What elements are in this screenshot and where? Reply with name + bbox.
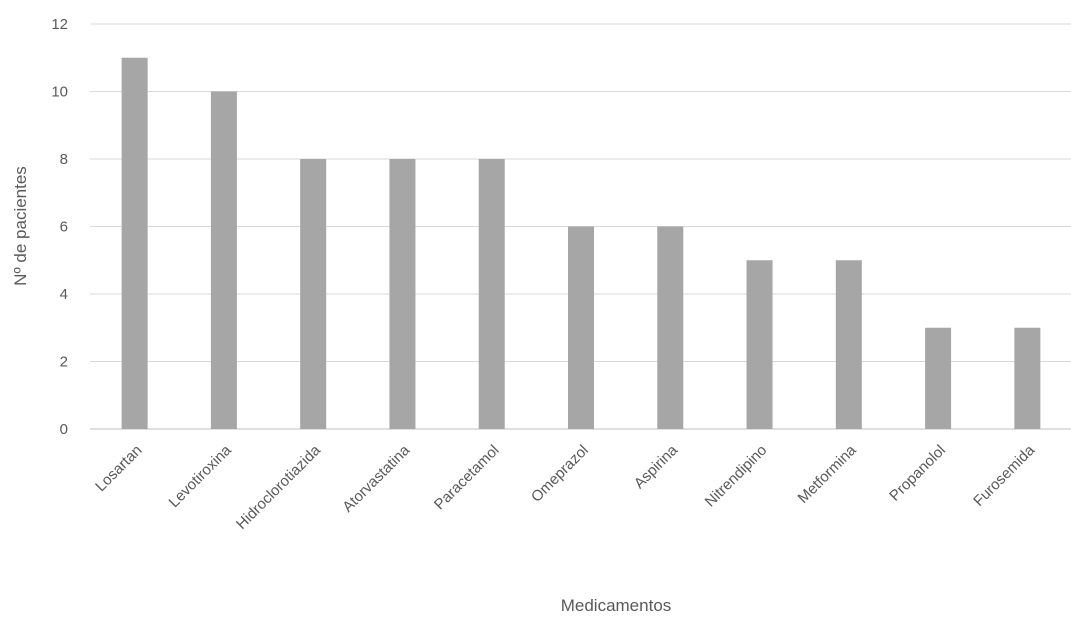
y-tick-label: 10 bbox=[51, 84, 68, 101]
y-axis-title: Nº de pacientes bbox=[11, 166, 30, 286]
x-tick-label: Atorvastatina bbox=[339, 441, 413, 515]
x-tick-label: Nitrendipino bbox=[702, 442, 771, 511]
x-axis-title: Medicamentos bbox=[561, 596, 672, 615]
y-tick-label: 2 bbox=[60, 354, 68, 371]
y-tick-label: 12 bbox=[51, 16, 68, 33]
x-tick-label: Losartan bbox=[92, 442, 145, 495]
y-tick-label: 4 bbox=[60, 286, 68, 303]
x-tick-label: Paracetamol bbox=[431, 442, 503, 514]
x-tick-label: Levotiroxina bbox=[166, 441, 236, 511]
bar-hidroclorotiazida bbox=[300, 159, 327, 429]
bar-omeprazol bbox=[568, 226, 594, 429]
y-tick-label: 6 bbox=[60, 219, 68, 236]
x-tick-label: Metformina bbox=[795, 441, 861, 507]
bar-aspirina bbox=[657, 226, 684, 429]
y-tick-labels: 0 2 4 6 8 10 12 bbox=[51, 16, 68, 438]
bar-furosemida bbox=[1014, 327, 1041, 429]
bar-losartan bbox=[121, 57, 148, 429]
bar-paracetamol bbox=[478, 159, 505, 429]
bar-levotiroxina bbox=[210, 91, 237, 429]
bar-atorvastatina bbox=[389, 159, 416, 429]
x-tick-label: Hidroclorotiazida bbox=[233, 441, 324, 532]
y-tick-label: 0 bbox=[60, 421, 68, 438]
bar-nitrendipino bbox=[746, 260, 773, 429]
x-tick-label: Aspirina bbox=[631, 441, 682, 492]
bars bbox=[121, 57, 1041, 429]
bar-propanolol bbox=[925, 327, 952, 429]
x-tick-label: Furosemida bbox=[970, 441, 1038, 509]
bar-metformina bbox=[835, 260, 862, 429]
x-tick-label: Propanolol bbox=[886, 442, 949, 505]
y-tick-label: 8 bbox=[60, 151, 68, 168]
x-tick-label: Omeprazol bbox=[528, 442, 592, 506]
